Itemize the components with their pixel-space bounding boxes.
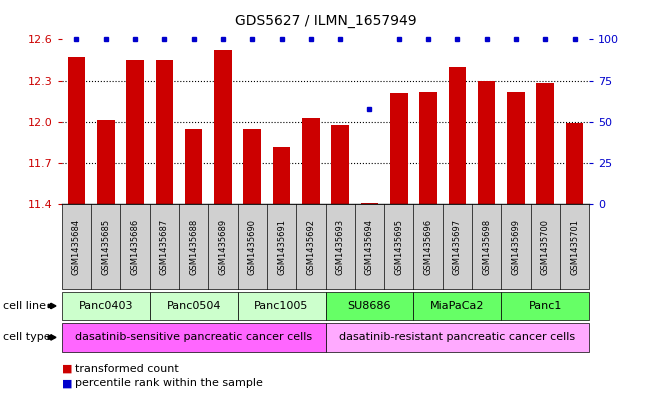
- Bar: [68, 57, 85, 204]
- Text: GSM1435684: GSM1435684: [72, 219, 81, 275]
- Bar: [185, 129, 202, 204]
- Bar: [302, 118, 320, 204]
- Text: GSM1435690: GSM1435690: [248, 219, 256, 275]
- Text: GSM1435685: GSM1435685: [102, 219, 110, 275]
- Text: dasatinib-resistant pancreatic cancer cells: dasatinib-resistant pancreatic cancer ce…: [339, 332, 575, 342]
- Bar: [273, 147, 290, 204]
- Text: GSM1435686: GSM1435686: [131, 219, 139, 275]
- Text: Panc1: Panc1: [529, 301, 562, 311]
- Text: ■: ■: [62, 364, 72, 374]
- Bar: [507, 92, 525, 204]
- Text: GSM1435700: GSM1435700: [541, 219, 549, 275]
- Text: percentile rank within the sample: percentile rank within the sample: [75, 378, 263, 388]
- Text: GSM1435694: GSM1435694: [365, 219, 374, 275]
- Text: GSM1435693: GSM1435693: [336, 219, 344, 275]
- Bar: [243, 129, 261, 204]
- Text: GDS5627 / ILMN_1657949: GDS5627 / ILMN_1657949: [235, 14, 416, 28]
- Bar: [536, 83, 554, 204]
- Text: Panc0504: Panc0504: [167, 301, 221, 311]
- Text: GSM1435697: GSM1435697: [453, 219, 462, 275]
- Text: GSM1435692: GSM1435692: [307, 219, 315, 275]
- Bar: [566, 123, 583, 204]
- Bar: [390, 93, 408, 204]
- Text: GSM1435691: GSM1435691: [277, 219, 286, 275]
- Bar: [478, 81, 495, 204]
- Text: GSM1435687: GSM1435687: [160, 219, 169, 275]
- Text: cell type: cell type: [3, 332, 51, 342]
- Text: MiaPaCa2: MiaPaCa2: [430, 301, 484, 311]
- Text: GSM1435689: GSM1435689: [219, 219, 227, 275]
- Text: GSM1435698: GSM1435698: [482, 219, 491, 275]
- Text: cell line: cell line: [3, 301, 46, 311]
- Bar: [419, 92, 437, 204]
- Text: dasatinib-sensitive pancreatic cancer cells: dasatinib-sensitive pancreatic cancer ce…: [75, 332, 312, 342]
- Text: GSM1435701: GSM1435701: [570, 219, 579, 275]
- Text: transformed count: transformed count: [75, 364, 178, 374]
- Bar: [126, 60, 144, 204]
- Bar: [97, 120, 115, 204]
- Bar: [156, 60, 173, 204]
- Text: GSM1435699: GSM1435699: [512, 219, 520, 275]
- Bar: [449, 67, 466, 204]
- Text: SU8686: SU8686: [348, 301, 391, 311]
- Text: GSM1435695: GSM1435695: [395, 219, 403, 275]
- Text: GSM1435696: GSM1435696: [424, 219, 432, 275]
- Text: ■: ■: [62, 378, 72, 388]
- Text: Panc0403: Panc0403: [79, 301, 133, 311]
- Bar: [331, 125, 349, 204]
- Bar: [214, 50, 232, 204]
- Text: GSM1435688: GSM1435688: [189, 219, 198, 275]
- Text: Panc1005: Panc1005: [255, 301, 309, 311]
- Bar: [361, 203, 378, 204]
